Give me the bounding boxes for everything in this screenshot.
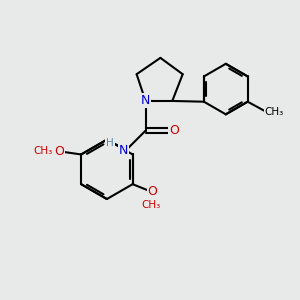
Text: CH₃: CH₃ xyxy=(265,107,284,117)
Text: N: N xyxy=(118,143,128,157)
Text: CH₃: CH₃ xyxy=(141,200,161,210)
Text: H: H xyxy=(106,138,114,148)
Text: CH₃: CH₃ xyxy=(33,146,52,157)
Text: O: O xyxy=(148,185,158,198)
Text: O: O xyxy=(169,124,179,137)
Text: O: O xyxy=(54,145,64,158)
Text: N: N xyxy=(141,94,150,107)
